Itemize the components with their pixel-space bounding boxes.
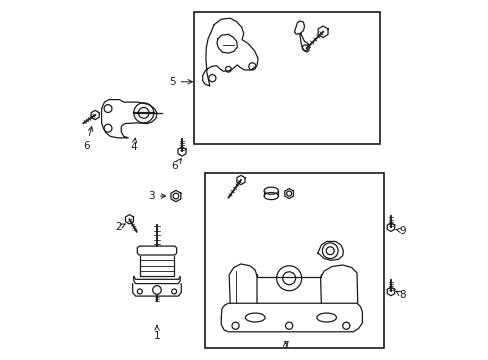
Bar <box>194 12 380 144</box>
Text: 4: 4 <box>130 138 137 152</box>
Text: 9: 9 <box>395 226 405 236</box>
Text: 2: 2 <box>115 222 125 232</box>
Text: 8: 8 <box>395 290 405 300</box>
Text: 3: 3 <box>148 191 165 201</box>
Text: 5: 5 <box>169 77 192 87</box>
Text: 7: 7 <box>282 341 288 351</box>
Text: 6: 6 <box>171 159 181 171</box>
Text: 1: 1 <box>153 325 160 342</box>
Text: 6: 6 <box>83 127 93 151</box>
Bar <box>205 173 383 348</box>
